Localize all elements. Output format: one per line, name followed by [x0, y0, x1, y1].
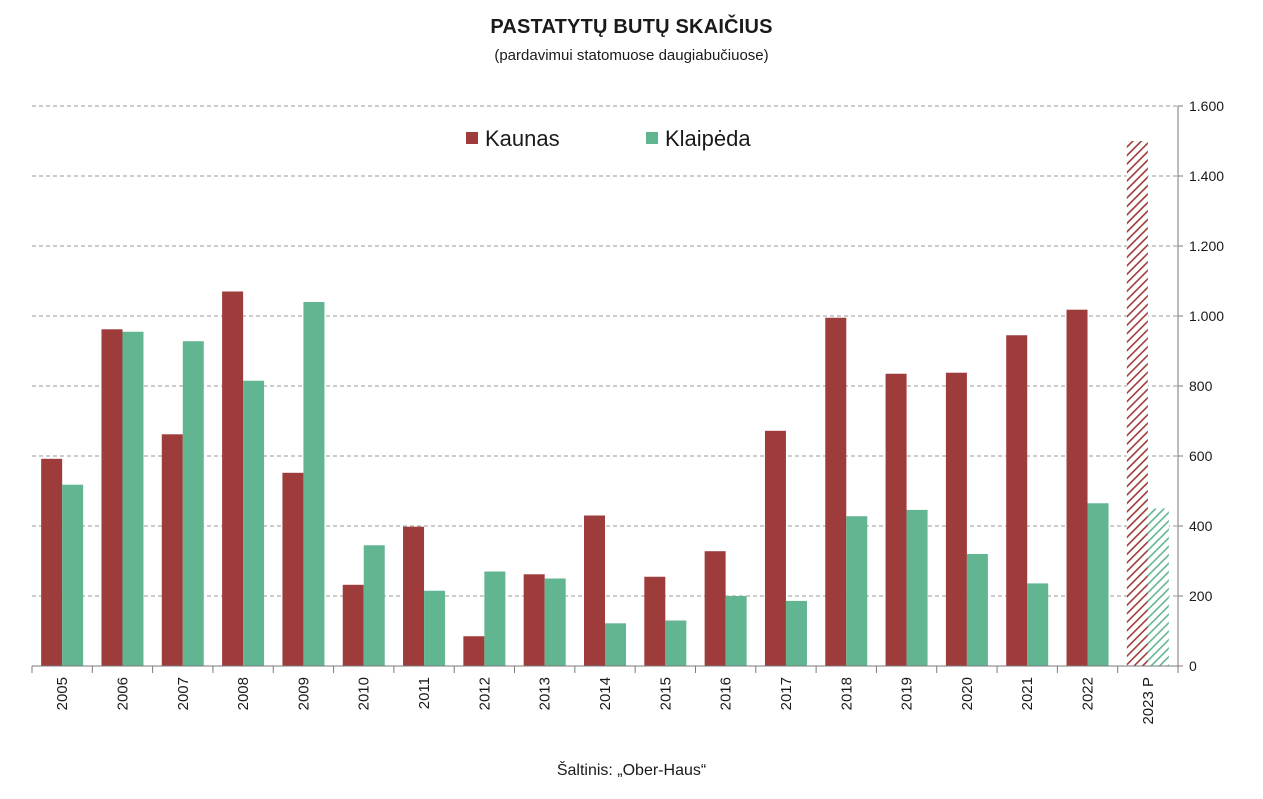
x-tick-label: 2022 — [1080, 677, 1097, 710]
bar-klaipeda-2023-p — [1147, 508, 1169, 666]
bar-klaipeda-2018 — [846, 516, 868, 666]
bar-kaunas-2009 — [282, 472, 304, 666]
bar-kaunas-2018 — [825, 317, 847, 666]
bar-kaunas-2021 — [1006, 335, 1028, 666]
bar-klaipeda-2010 — [363, 545, 385, 666]
x-tick-label: 2009 — [295, 677, 312, 710]
y-tick-label: 1.200 — [1189, 238, 1224, 254]
bar-klaipeda-2011 — [424, 590, 446, 666]
bar-klaipeda-2017 — [785, 600, 807, 666]
y-tick-label: 1.000 — [1189, 308, 1224, 324]
x-tick-label: 2015 — [657, 677, 674, 710]
bar-klaipeda-2008 — [243, 380, 265, 666]
bar-kaunas-2013 — [523, 574, 545, 666]
chart-title: PASTATYTŲ BUTŲ SKAIČIUS — [490, 16, 773, 38]
y-tick-label: 1.600 — [1189, 98, 1224, 114]
x-tick-label: 2007 — [175, 677, 192, 710]
x-tick-label: 2019 — [899, 677, 916, 710]
bar-klaipeda-2021 — [1027, 583, 1049, 666]
bar-klaipeda-2005 — [62, 484, 84, 666]
bar-klaipeda-2015 — [665, 620, 687, 666]
bar-klaipeda-2016 — [725, 596, 747, 666]
bar-kaunas-2006 — [101, 329, 123, 666]
legend-swatch-klaipeda — [646, 132, 658, 144]
bar-klaipeda-2019 — [906, 509, 928, 666]
bar-kaunas-2022 — [1066, 309, 1088, 666]
y-tick-label: 1.400 — [1189, 168, 1224, 184]
x-tick-label: 2021 — [1019, 677, 1036, 710]
bar-kaunas-2012 — [463, 636, 485, 666]
bar-klaipeda-2009 — [303, 302, 325, 666]
x-tick-label: 2018 — [838, 677, 855, 710]
bar-kaunas-2020 — [945, 372, 967, 666]
x-tick-label: 2016 — [718, 677, 735, 710]
legend-label-kaunas: Kaunas — [485, 126, 560, 151]
x-tick-label: 2006 — [114, 677, 131, 710]
y-tick-label: 200 — [1189, 588, 1213, 604]
bar-klaipeda-2007 — [182, 341, 204, 666]
x-tick-label: 2020 — [959, 677, 976, 710]
x-tick-label: 2008 — [235, 677, 252, 710]
bar-kaunas-2008 — [222, 291, 244, 666]
bar-kaunas-2010 — [342, 584, 364, 666]
bar-klaipeda-2014 — [605, 623, 626, 666]
axes: 0 200 400 600 800 1.000 1.200 1.400 1.600 2005 200… — [31, 98, 1224, 725]
bar-kaunas-2007 — [161, 434, 183, 666]
bar-klaipeda-2012 — [484, 571, 506, 666]
bar-kaunas-2015 — [644, 576, 666, 666]
chart-subtitle: (pardavimui statomuose daugiabučiuose) — [494, 47, 769, 64]
x-tick-label: 2017 — [778, 677, 795, 710]
legend-label-klaipeda: Klaipėda — [665, 126, 751, 151]
bar-kaunas-2023-p — [1126, 141, 1148, 666]
x-tick-label: 2005 — [54, 677, 71, 710]
x-tick-label: 2012 — [476, 677, 493, 710]
bar-kaunas-2014 — [584, 515, 605, 666]
bar-kaunas-2011 — [403, 526, 425, 666]
y-tick-label: 800 — [1189, 378, 1213, 394]
legend: Kaunas Klaipėda — [466, 126, 751, 151]
x-tick-label: 2013 — [537, 677, 554, 710]
source-note: Šaltinis: „Ober-Haus“ — [556, 762, 707, 779]
bar-kaunas-2005 — [41, 458, 63, 666]
y-tick-label: 0 — [1189, 658, 1197, 674]
bar-klaipeda-2006 — [122, 331, 144, 666]
x-tick-label: 2010 — [356, 677, 373, 710]
bar-kaunas-2016 — [704, 551, 726, 666]
y-tick-label: 600 — [1189, 448, 1213, 464]
x-tick-label: 2014 — [597, 677, 614, 710]
legend-swatch-kaunas — [466, 132, 478, 144]
x-tick-label: 2023 P — [1140, 677, 1157, 725]
bar-klaipeda-2013 — [544, 578, 566, 666]
bar-klaipeda-2020 — [966, 554, 988, 666]
y-tick-label: 400 — [1189, 518, 1213, 534]
bar-kaunas-2019 — [885, 373, 907, 666]
x-tick-label: 2011 — [416, 677, 433, 709]
bars — [41, 141, 1169, 666]
bar-klaipeda-2022 — [1087, 503, 1109, 666]
bar-kaunas-2017 — [764, 430, 786, 666]
